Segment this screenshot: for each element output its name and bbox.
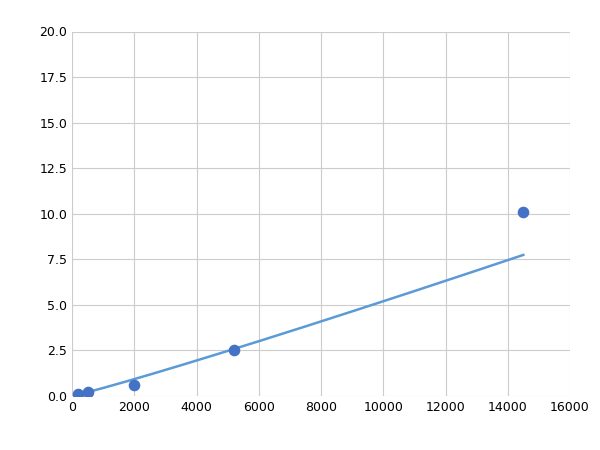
Point — [130, 382, 139, 389]
Point — [83, 389, 92, 396]
Point — [229, 347, 239, 354]
Point — [518, 208, 528, 216]
Point — [73, 391, 83, 398]
